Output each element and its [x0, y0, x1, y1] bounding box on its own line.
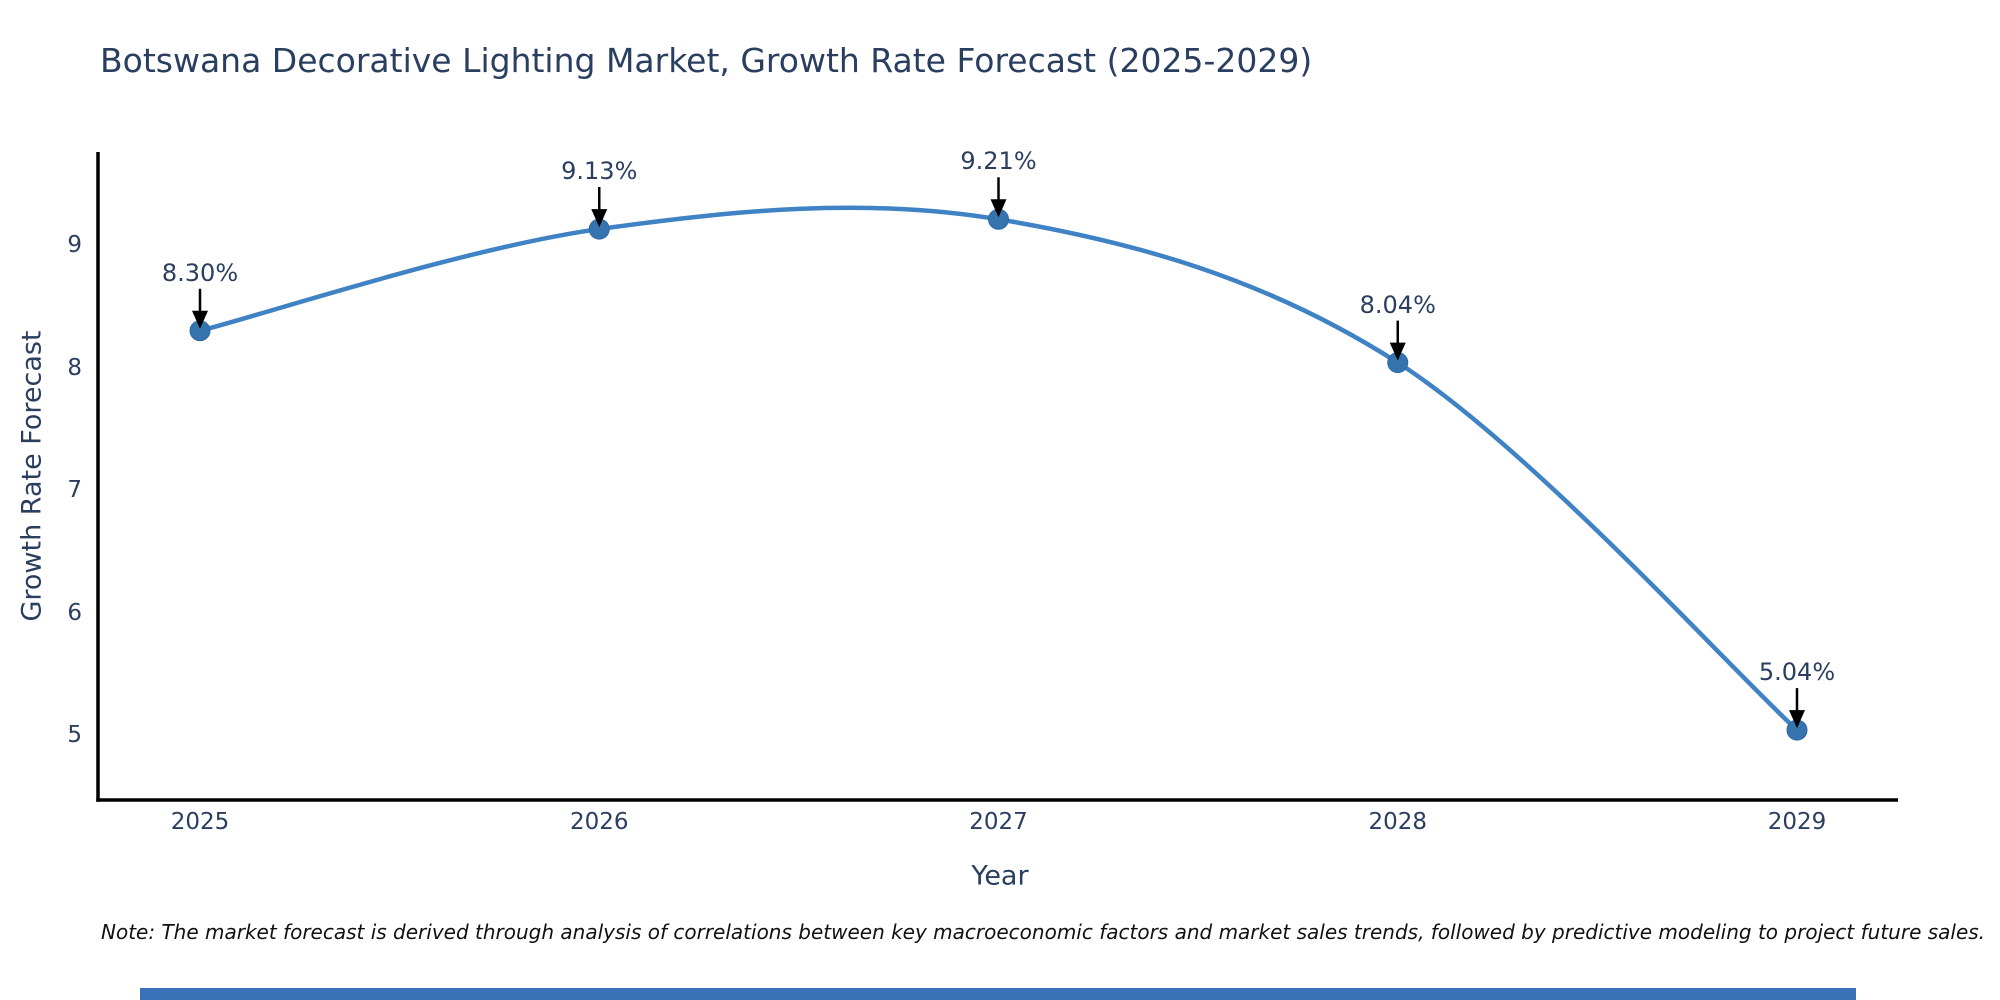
y-tick-label: 8 — [67, 354, 82, 381]
y-tick-label: 9 — [67, 232, 82, 258]
x-tick-label: 2025 — [170, 809, 230, 835]
data-point-label: 8.30% — [161, 258, 239, 287]
x-axis-title: Year — [971, 860, 1029, 892]
x-tick-label: 2026 — [569, 809, 629, 835]
x-tick-label: 2028 — [1368, 809, 1428, 835]
footnote: Note: The market forecast is derived thr… — [101, 920, 1986, 944]
annotation-arrowhead — [1789, 710, 1805, 729]
y-tick-label: 5 — [67, 722, 82, 748]
data-point-label: 9.13% — [561, 157, 638, 186]
chart-title: Botswana Decorative Lighting Market, Gro… — [100, 41, 1313, 80]
footer-accent-bar — [140, 988, 1856, 1000]
x-tick-label: 2027 — [969, 809, 1028, 835]
data-point-label: 9.21% — [960, 147, 1037, 176]
forecast-line — [199, 205, 1799, 732]
y-axis-title: Growth Rate Forecast — [16, 330, 48, 622]
y-tick-label: 7 — [67, 477, 82, 503]
annotation-arrowhead — [1389, 342, 1406, 361]
annotation-arrowhead — [192, 310, 208, 329]
x-tick-label: 2029 — [1767, 809, 1827, 835]
y-tick-label: 6 — [67, 599, 82, 626]
annotation-arrowhead — [990, 199, 1007, 218]
annotation-arrowhead — [591, 209, 608, 228]
data-point-label: 8.04% — [1359, 290, 1436, 319]
data-point-label: 5.04% — [1758, 658, 1836, 687]
